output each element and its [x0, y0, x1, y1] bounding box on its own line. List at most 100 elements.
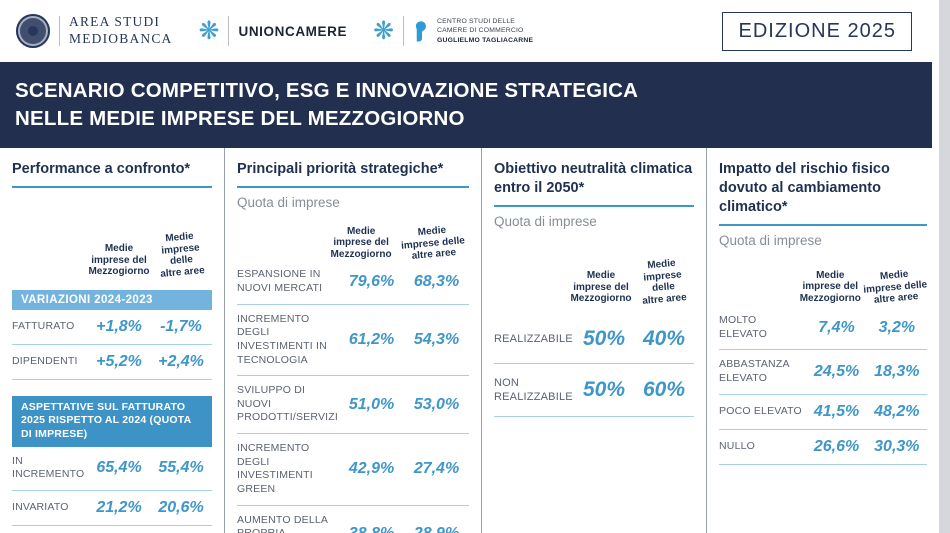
value-altre-aree: 40%	[642, 326, 686, 350]
column-neutralita: Obiettivo neutralità climatica entro il …	[481, 148, 706, 533]
header-altre-aree: Medie imprese delle altre aree	[159, 230, 206, 280]
row-label: MOLTO ELEVATO	[719, 314, 768, 340]
row-label: INCREMENTO DEGLI INVESTIMENTI GREEN	[237, 442, 313, 496]
tagliacarne-line1: CENTRO STUDI DELLE	[437, 18, 516, 26]
header-mezzogiorno: Medie imprese del Mezzogiorno	[799, 269, 861, 304]
page-title-line1: SCENARIO COMPETITIVO, ESG E INNOVAZIONE …	[15, 79, 639, 103]
table-row: INCREMENTO DEGLI INVESTIMENTI GREEN 42,9…	[237, 434, 469, 506]
value-mezzogiorno: 79,6%	[348, 272, 395, 290]
tagliacarne-line2: CAMERE DI COMMERCIO	[437, 27, 524, 35]
tagliacarne-logo: ❋ CENTRO STUDI DELLE CAMERE DI COMMERCIO…	[373, 16, 533, 46]
value-mezzogiorno: 26,6%	[813, 437, 860, 455]
table-row: SVILUPPO DI NUOVI PRODOTTI/SERVIZI 51,0%…	[237, 376, 469, 435]
table-header-row: Medie imprese del Mezzogiorno Medie impr…	[494, 257, 694, 307]
row-label: POCO ELEVATO	[719, 404, 802, 417]
table-row: MOLTO ELEVATO 7,4% 3,2%	[719, 306, 927, 351]
logo-divider	[403, 16, 405, 46]
row-label: DIPENDENTI	[12, 355, 78, 368]
row-label: IN INCREMENTO	[12, 454, 85, 481]
value-altre-aree: 3,2%	[878, 318, 916, 336]
column-subtitle: Quota di imprese	[494, 213, 597, 229]
section-banner-aspettative: ASPETTATIVE SUL FATTURATO 2025 RISPETTO …	[12, 395, 212, 447]
unioncamere-logo: ❋ UNIONCAMERE	[199, 16, 348, 46]
table-row: AUMENTO DELLA PROPRIA DIMENSIONE 38,8% 2…	[237, 506, 469, 533]
table-row: DIPENDENTI +5,2% +2,4%	[12, 345, 212, 380]
row-label: INCREMENTO DEGLI INVESTIMENTI IN TECNOLO…	[237, 312, 327, 366]
table-header-row: Medie imprese del Mezzogiorno Medie impr…	[237, 224, 469, 262]
unioncamere-logo-text: UNIONCAMERE	[238, 23, 348, 39]
table-row: ESPANSIONE IN NUOVI MERCATI 79,6% 68,3%	[237, 260, 469, 305]
column-title: Impatto del rischio fisico dovuto al cam…	[719, 160, 927, 226]
value-mezzogiorno: 42,9%	[348, 460, 395, 478]
value-mezzogiorno: 51,0%	[348, 395, 395, 413]
value-altre-aree: 20,6%	[158, 499, 204, 517]
column-priorita: Principali priorità strategiche* Quota d…	[224, 148, 481, 533]
table-row: NON REALIZZABILE 50% 60%	[494, 364, 694, 418]
header-mezzogiorno: Medie imprese del Mezzogiorno	[330, 225, 392, 260]
value-altre-aree: 48,2%	[874, 402, 920, 420]
content-columns: Performance a confronto* Medie imprese d…	[0, 148, 950, 533]
value-mezzogiorno: 41,5%	[813, 402, 860, 420]
column-performance: Performance a confronto* Medie imprese d…	[0, 148, 224, 533]
value-altre-aree: 54,3%	[413, 330, 460, 348]
tagliacarne-swirl-icon: ❋	[373, 16, 395, 45]
table-row: IN INCREMENTO 65,4% 55,4%	[12, 447, 212, 492]
value-mezzogiorno: 50%	[582, 377, 626, 401]
section-banner-variazioni: VARIAZIONI 2024-2023	[12, 289, 212, 310]
mediobanca-line1: AREA STUDI	[69, 14, 161, 30]
table-row: INCREMENTO DEGLI INVESTIMENTI IN TECNOLO…	[237, 305, 469, 377]
table-row: NULLO 26,6% 30,3%	[719, 430, 927, 465]
row-label: SVILUPPO DI NUOVI PRODOTTI/SERVIZI	[237, 384, 339, 424]
title-bar: SCENARIO COMPETITIVO, ESG E INNOVAZIONE …	[0, 62, 932, 148]
row-label: AUMENTO DELLA PROPRIA DIMENSIONE	[237, 513, 328, 533]
header-altre-aree: Medie imprese delle altre aree	[641, 257, 688, 307]
value-altre-aree: 18,3%	[874, 362, 920, 380]
mediobanca-line2: MEDIOBANCA	[69, 31, 173, 46]
mediobanca-emblem-icon	[16, 14, 50, 48]
table-row: INVARIATO 21,2% 20,6%	[12, 491, 212, 527]
column-title: Principali priorità strategiche*	[237, 160, 469, 188]
row-label: FATTURATO	[12, 320, 75, 333]
value-altre-aree: 27,4%	[413, 460, 460, 478]
header-altre-aree: Medie imprese delle altre aree	[400, 224, 466, 262]
value-mezzogiorno: 50%	[582, 326, 626, 350]
row-label: ESPANSIONE IN NUOVI MERCATI	[237, 268, 323, 294]
value-altre-aree: +2,4%	[158, 352, 204, 370]
value-altre-aree: 60%	[642, 377, 686, 401]
row-label: REALIZZABILE	[494, 332, 573, 345]
header-mezzogiorno: Medie imprese del Mezzogiorno	[570, 270, 632, 305]
row-label: ABBASTANZA ELEVATO	[719, 358, 790, 384]
value-altre-aree: 68,3%	[413, 272, 460, 290]
table-row: REALIZZABILE 50% 40%	[494, 315, 694, 364]
row-label: NON REALIZZABILE	[494, 376, 573, 403]
value-mezzogiorno: 38,8%	[339, 525, 404, 533]
column-title: Performance a confronto*	[12, 160, 212, 188]
mediobanca-logo-text: AREA STUDI MEDIOBANCA	[69, 14, 173, 48]
table-row: IN DECREMENTO 13,4% 24,0%	[12, 526, 212, 533]
value-altre-aree: 55,4%	[158, 459, 204, 477]
value-mezzogiorno: 21,2%	[96, 499, 142, 517]
value-altre-aree: 53,0%	[413, 395, 460, 413]
value-mezzogiorno: +5,2%	[96, 352, 142, 370]
table-header-row: Medie imprese del Mezzogiorno Medie impr…	[719, 268, 927, 305]
value-altre-aree: -1,7%	[160, 317, 202, 335]
value-mezzogiorno: 61,2%	[348, 330, 395, 348]
row-label: NULLO	[719, 439, 756, 452]
top-logo-bar: AREA STUDI MEDIOBANCA ❋ UNIONCAMERE ❋ CE…	[0, 0, 950, 62]
value-mezzogiorno: 65,4%	[96, 459, 142, 477]
table-header-row: Medie imprese del Mezzogiorno Medie impr…	[12, 230, 212, 280]
edition-badge: EDIZIONE 2025	[722, 11, 912, 51]
right-edge-strip	[939, 0, 950, 533]
logo-divider	[228, 16, 230, 46]
page-title-line2: NELLE MEDIE IMPRESE DEL MEZZOGIORNO	[15, 107, 465, 130]
table-row: POCO ELEVATO 41,5% 48,2%	[719, 395, 927, 430]
logo-divider	[59, 16, 60, 46]
unioncamere-swirl-icon: ❋	[198, 16, 220, 45]
tagliacarne-mark-icon	[413, 20, 428, 42]
column-subtitle: Quota di imprese	[237, 194, 340, 210]
mediobanca-logo: AREA STUDI MEDIOBANCA	[16, 14, 173, 48]
header-mezzogiorno: Medie imprese del Mezzogiorno	[88, 243, 150, 278]
tagliacarne-line3: GUGLIELMO TAGLIACARNE	[437, 36, 534, 44]
row-label: INVARIATO	[12, 501, 69, 514]
